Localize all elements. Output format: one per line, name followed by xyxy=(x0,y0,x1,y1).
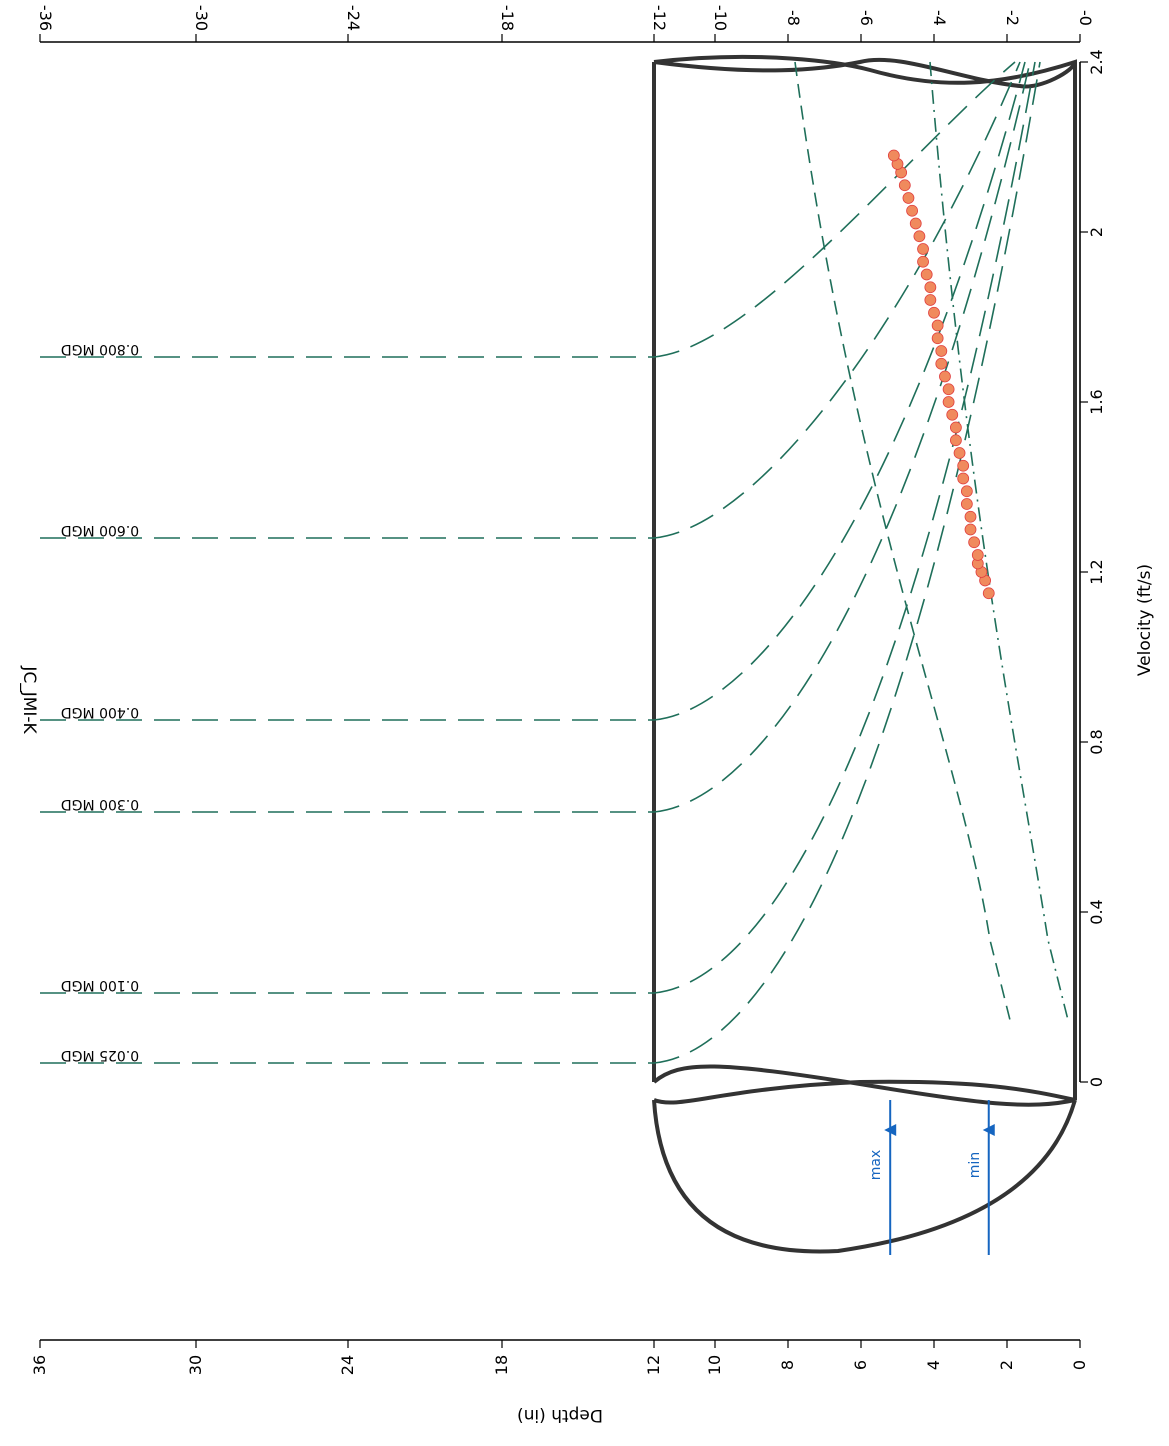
pipe-drawing xyxy=(652,54,1078,1254)
level-marker-icon xyxy=(884,1123,897,1136)
depth-tick-label: 0 xyxy=(1070,1360,1089,1370)
mirror-tick-label: -18 xyxy=(498,5,517,31)
mirror-depth-axis: -0 -2 -4 -6 -8 -10 -12 -18 -24 -30 -36 xyxy=(36,5,1095,43)
data-point xyxy=(950,434,962,447)
data-point xyxy=(960,485,973,498)
data-point xyxy=(920,268,933,281)
data-point xyxy=(928,306,940,319)
data-point xyxy=(924,294,937,306)
mirror-tick-label: -24 xyxy=(344,5,363,31)
data-point xyxy=(950,421,962,434)
mirror-tick-label: -12 xyxy=(650,5,669,31)
data-point xyxy=(924,281,937,294)
velocity-tick-label: 2 xyxy=(1087,227,1106,237)
data-point xyxy=(960,498,973,510)
data-point xyxy=(887,149,900,162)
velocity-tick-label: 2.4 xyxy=(1087,49,1106,74)
mirror-tick-label: -0 xyxy=(1076,10,1095,26)
data-point xyxy=(935,357,948,370)
mirror-tick-label: -10 xyxy=(711,5,730,31)
froude-line xyxy=(929,61,1069,1021)
flow-line-label: 0.100 MGD xyxy=(61,977,139,993)
mirror-tick-label: -8 xyxy=(784,10,803,26)
mirror-tick-label: -2 xyxy=(1003,10,1022,26)
flow-line-label: 0.025 MGD xyxy=(61,1047,139,1063)
data-point xyxy=(931,319,944,332)
depth-tick-label: 24 xyxy=(338,1355,357,1375)
depth-tick-label: 36 xyxy=(30,1355,49,1375)
flow-line-label: 0.600 MGD xyxy=(61,522,139,538)
flow-line-curve xyxy=(653,61,1041,1064)
flow-line-curve xyxy=(653,61,1031,813)
velocity-axis: 0 0.4 0.8 1.2 1.6 2 2.4 Velocity (ft/s) xyxy=(1079,49,1155,1087)
level-label: max xyxy=(868,1150,884,1181)
data-point xyxy=(906,204,918,217)
mirror-tick-label: -4 xyxy=(930,10,949,26)
velocity-tick-label: 0.4 xyxy=(1087,899,1106,924)
velocity-tick-label: 1.6 xyxy=(1087,389,1106,414)
flow-line-curve xyxy=(653,61,1016,358)
pipe-cross-section xyxy=(652,1099,1077,1254)
depth-tick-label: 4 xyxy=(924,1360,943,1370)
flow-line-curve xyxy=(653,61,1036,994)
data-point xyxy=(902,192,915,204)
pipe-wall xyxy=(652,62,1077,1100)
data-point xyxy=(931,332,944,345)
depth-tick-label: 2 xyxy=(997,1360,1016,1370)
data-point xyxy=(913,230,926,243)
data-point xyxy=(971,549,984,561)
pipe-twist-bottom xyxy=(652,1064,1076,1107)
velocity-tick-label: 0 xyxy=(1087,1077,1106,1087)
chart-title: JC_JMI-K xyxy=(19,665,39,734)
depth-tick-label: 18 xyxy=(492,1355,511,1375)
data-point xyxy=(968,536,981,549)
velocity-axis-label: Velocity (ft/s) xyxy=(1135,564,1155,676)
depth-axis-label: Depth (in) xyxy=(517,1405,603,1425)
data-point xyxy=(939,370,951,383)
level-label: min xyxy=(967,1152,983,1178)
flow-line-label: 0.400 MGD xyxy=(61,704,139,720)
depth-tick-label: 8 xyxy=(778,1360,797,1370)
velocity-tick-label: 0.8 xyxy=(1087,729,1106,754)
data-point xyxy=(942,396,955,408)
depth-tick-label: 10 xyxy=(705,1355,724,1375)
data-point xyxy=(964,523,977,536)
data-point xyxy=(917,255,929,268)
data-point xyxy=(953,447,966,459)
depth-tick-label: 12 xyxy=(644,1355,663,1375)
mirror-tick-label: -30 xyxy=(192,5,211,31)
pipe-twist-top xyxy=(653,54,1078,89)
data-point xyxy=(909,217,922,230)
data-point xyxy=(917,243,929,255)
data-point xyxy=(964,510,977,523)
data-point xyxy=(898,179,911,192)
data-point xyxy=(957,472,970,485)
flow-line-label: 0.300 MGD xyxy=(61,796,139,812)
flow-line-curve xyxy=(653,61,1026,721)
data-point xyxy=(946,408,959,421)
depth-tick-label: 30 xyxy=(186,1355,205,1375)
data-point xyxy=(935,345,948,357)
data-point xyxy=(942,383,955,396)
depth-tick-label: 6 xyxy=(851,1360,870,1370)
flow-line-label: 0.800 MGD xyxy=(61,341,139,357)
mirror-tick-label: -36 xyxy=(36,5,55,31)
flow-line-curve xyxy=(653,61,1021,539)
data-point xyxy=(957,459,970,472)
level-marker-icon xyxy=(982,1124,995,1136)
data-point xyxy=(982,587,995,600)
mirror-tick-label: -6 xyxy=(857,10,876,26)
velocity-tick-label: 1.2 xyxy=(1087,559,1106,584)
